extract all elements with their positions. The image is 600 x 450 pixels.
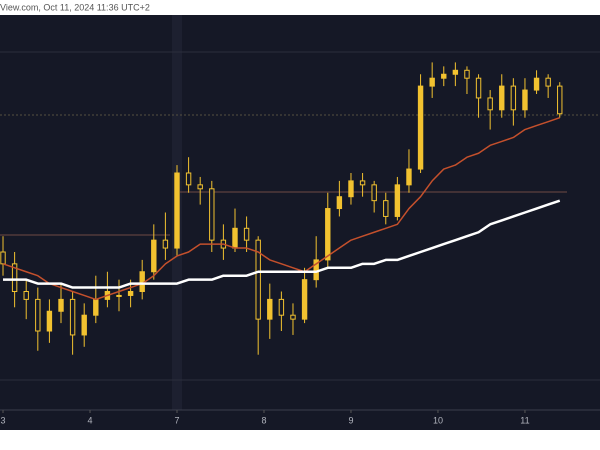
candle-body [557, 85, 563, 115]
candle-body [11, 263, 18, 293]
candle-body [278, 298, 285, 316]
x-tick-label: 10 [433, 415, 443, 425]
candle-body [69, 298, 76, 336]
candle-body [162, 239, 169, 249]
x-tick-label: 3 [1, 415, 6, 425]
candle-body [487, 97, 493, 111]
candle-body [522, 89, 528, 111]
header-bar [0, 0, 600, 15]
candle-body [475, 77, 482, 99]
candle-body [0, 251, 6, 265]
candle-body [243, 227, 250, 241]
x-tick-label: 4 [87, 415, 92, 425]
candle-body [348, 180, 354, 198]
candle-body [139, 271, 145, 292]
candle-body [441, 73, 447, 79]
candle-body [510, 85, 517, 111]
moving-average-line [3, 199, 561, 289]
plot-area [0, 15, 600, 410]
candle-body [301, 279, 308, 320]
candle-body [116, 294, 122, 297]
candle-body [290, 314, 296, 320]
candle-body [383, 200, 389, 217]
chart-title: View.com, Oct 11, 2024 11:36 UTC+2 [0, 2, 150, 12]
x-tick-label: 8 [261, 415, 266, 425]
candle-body [464, 69, 470, 79]
candle-body [394, 184, 401, 217]
candle-body [255, 239, 261, 320]
candle-body [197, 184, 203, 190]
candle-body [174, 172, 180, 249]
candle-body [23, 291, 29, 300]
candle-body [371, 184, 377, 202]
candle-body [185, 172, 192, 186]
candle-body [325, 208, 331, 261]
candle-body [46, 310, 53, 332]
candle-body [406, 168, 412, 186]
x-tick-label: 11 [520, 415, 529, 425]
x-tick-label: 9 [348, 415, 353, 425]
candle-body [336, 196, 343, 210]
moving-average-line [2, 116, 560, 301]
candle-body [127, 291, 134, 296]
candle-body [151, 239, 157, 273]
candle-body [545, 77, 551, 87]
candle-body [232, 227, 238, 249]
marks: 3 4 7 8 9 10 11 [0, 62, 563, 425]
candle-body [58, 298, 64, 312]
x-axis-band [0, 410, 600, 430]
candle-body [499, 85, 505, 111]
candle-body [452, 69, 459, 75]
candle-body [93, 298, 99, 316]
candle-body [533, 77, 540, 91]
candle-body [209, 188, 215, 241]
candle-body [35, 298, 41, 332]
candle-body [359, 180, 366, 186]
candle-body [429, 77, 435, 87]
x-tick-label: 7 [174, 415, 179, 425]
candle-body [81, 314, 87, 336]
candle-body [417, 85, 424, 170]
candle-body [267, 298, 273, 320]
